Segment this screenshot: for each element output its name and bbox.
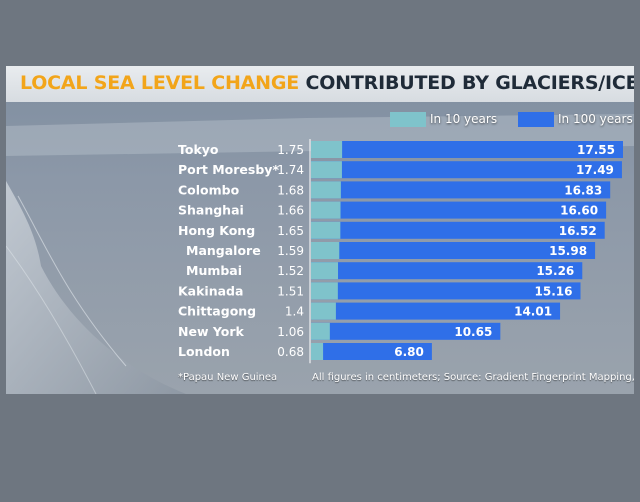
- infographic-card: LOCAL SEA LEVEL CHANGE CONTRIBUTED BY GL…: [6, 66, 634, 394]
- bar-10-years-kakinada: [311, 282, 338, 300]
- bar-10-years-new-york: [311, 322, 330, 340]
- value-label-10-years-mangalore: 1.59: [277, 244, 304, 258]
- legend-swatch-10-years: [390, 112, 426, 127]
- legend-label-100-years: In 100 years: [558, 112, 633, 126]
- bar-10-years-mumbai: [311, 262, 339, 280]
- value-label-100-years-kakinada: 15.16: [535, 284, 573, 298]
- bar-100-years-mangalore: [311, 242, 596, 259]
- value-label-10-years-new-york: 1.06: [277, 325, 304, 339]
- chart-title: LOCAL SEA LEVEL CHANGE CONTRIBUTED BY GL…: [20, 72, 634, 94]
- bar-10-years-colombo: [311, 181, 341, 199]
- value-label-10-years-kakinada: 1.51: [277, 284, 304, 298]
- bar-100-years-london: [311, 343, 432, 360]
- category-label-mumbai: Mumbai: [186, 263, 242, 278]
- value-label-100-years-london: 6.80: [394, 345, 424, 359]
- bar-10-years-hong-kong: [311, 221, 341, 239]
- bar-10-years-mangalore: [311, 242, 340, 259]
- value-label-100-years-port-moresby: 17.49: [576, 163, 614, 177]
- value-label-100-years-shanghai: 16.60: [560, 204, 598, 218]
- category-label-tokyo: Tokyo: [178, 142, 219, 157]
- value-label-100-years-mumbai: 15.26: [536, 264, 574, 278]
- source-note: All figures in centimeters; Source: Grad…: [312, 372, 634, 383]
- title-band: LOCAL SEA LEVEL CHANGE CONTRIBUTED BY GL…: [6, 66, 634, 102]
- value-label-100-years-colombo: 16.83: [564, 183, 602, 197]
- bar-100-years-new-york: [311, 322, 501, 340]
- bar-100-years-shanghai: [311, 201, 607, 219]
- legend-label-10-years: In 10 years: [430, 112, 498, 126]
- value-label-10-years-shanghai: 1.66: [277, 204, 304, 218]
- category-label-chittagong: Chittagong: [178, 304, 256, 319]
- bar-100-years-kakinada: [311, 282, 581, 300]
- category-label-new-york: New York: [178, 324, 244, 339]
- bar-10-years-shanghai: [311, 201, 341, 219]
- value-label-10-years-port-moresby: 1.74: [277, 163, 304, 177]
- value-label-10-years-chittagong: 1.4: [285, 305, 304, 319]
- value-label-10-years-tokyo: 1.75: [277, 143, 304, 157]
- bar-100-years-port-moresby: [311, 161, 622, 179]
- bar-10-years-london: [311, 343, 324, 360]
- bar-100-years-hong-kong: [311, 221, 605, 239]
- category-label-hong-kong: Hong Kong: [178, 223, 255, 238]
- value-label-100-years-chittagong: 14.01: [514, 305, 552, 319]
- value-label-100-years-new-york: 10.65: [454, 325, 492, 339]
- title-accent: LOCAL SEA LEVEL CHANGE: [20, 72, 300, 94]
- category-label-kakinada: Kakinada: [178, 283, 243, 298]
- bar-100-years-colombo: [311, 181, 611, 199]
- footnote: *Papau New Guinea: [178, 372, 278, 383]
- value-label-100-years-hong-kong: 16.52: [559, 224, 597, 238]
- bar-10-years-chittagong: [311, 302, 336, 320]
- value-label-10-years-london: 0.68: [277, 345, 304, 359]
- bar-100-years-tokyo: [311, 141, 623, 158]
- value-label-10-years-hong-kong: 1.65: [277, 224, 304, 238]
- title-main: CONTRIBUTED BY GLACIERS/ICE SHEETS: [305, 72, 634, 94]
- bar-100-years-chittagong: [311, 302, 561, 320]
- value-label-100-years-tokyo: 17.55: [577, 143, 615, 157]
- bar-100-years-mumbai: [311, 262, 583, 280]
- category-label-colombo: Colombo: [178, 182, 240, 197]
- category-label-port-moresby: Port Moresby*: [178, 162, 279, 177]
- category-label-london: London: [178, 344, 230, 359]
- category-label-shanghai: Shanghai: [178, 203, 244, 218]
- value-label-100-years-mangalore: 15.98: [549, 244, 587, 258]
- legend-swatch-100-years: [518, 112, 554, 127]
- value-label-10-years-colombo: 1.68: [277, 183, 304, 197]
- category-label-mangalore: Mangalore: [186, 243, 261, 258]
- value-label-10-years-mumbai: 1.52: [277, 264, 304, 278]
- bar-chart: Tokyo 1.75 17.55 Port Moresby*1.74 17.49 Colo…: [178, 139, 623, 364]
- bar-10-years-tokyo: [311, 141, 343, 158]
- bar-10-years-port-moresby: [311, 161, 342, 179]
